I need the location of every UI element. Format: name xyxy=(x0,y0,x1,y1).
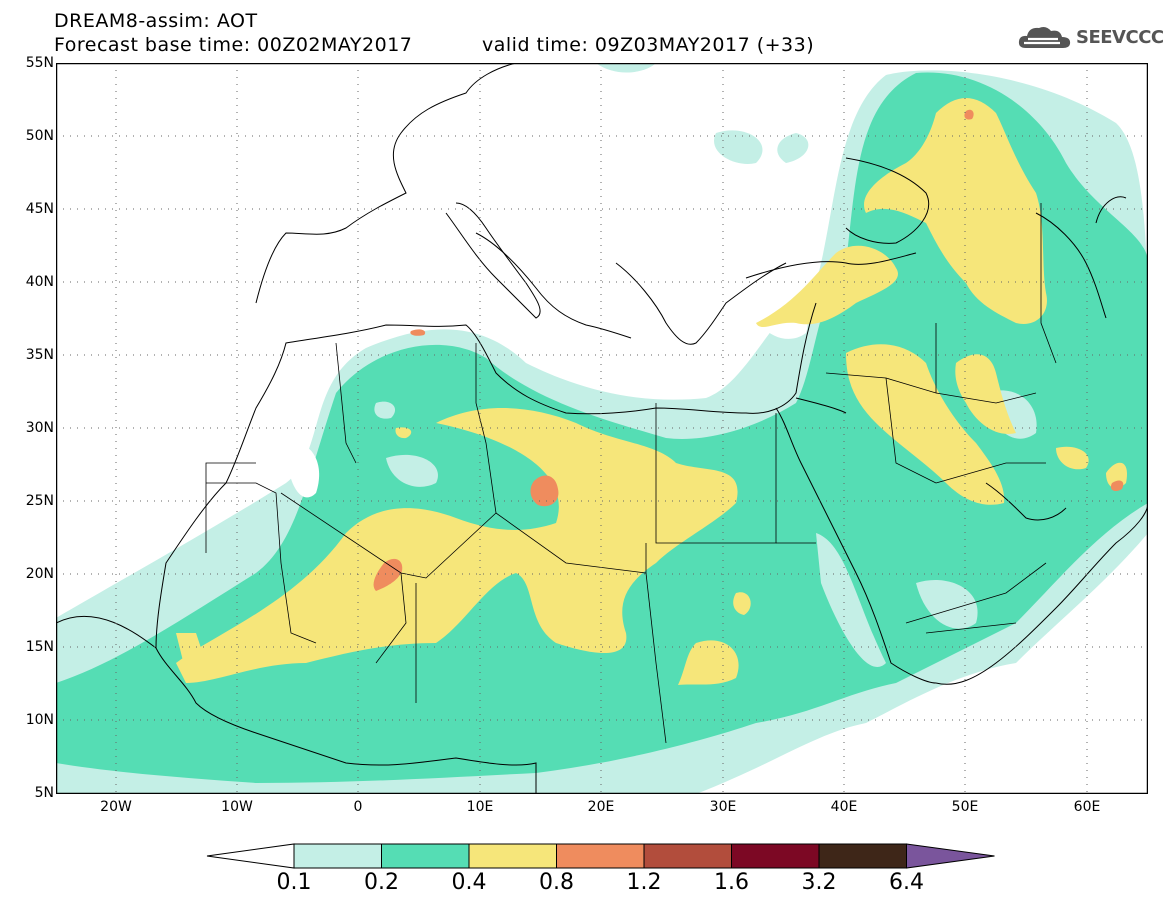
logo-text: SEEVCCC xyxy=(1076,26,1164,48)
colorbar-label: 1.6 xyxy=(714,870,749,895)
lon-label-50e: 50E xyxy=(951,799,979,815)
lon-label-60e: 60E xyxy=(1073,799,1101,815)
lon-label-10w: 10W xyxy=(221,799,253,815)
lat-label-40n: 40N xyxy=(25,274,54,290)
colorbar-label: 1.2 xyxy=(626,870,662,895)
lon-label-30e: 30E xyxy=(709,799,737,815)
colorbar-cell xyxy=(731,843,820,869)
colorbar-cell xyxy=(818,843,907,869)
lat-label-15n: 15N xyxy=(25,639,54,655)
coastlines xyxy=(56,63,1148,794)
lat-label-25n: 25N xyxy=(25,493,54,509)
country-borders xyxy=(205,203,1057,744)
lon-label-20e: 20E xyxy=(587,799,615,815)
aot-level-0.8 xyxy=(373,109,1124,591)
colorbar-cell xyxy=(293,843,382,869)
colorbar-cell xyxy=(643,843,732,869)
colorbar-cell xyxy=(468,843,557,869)
lon-label-20w: 20W xyxy=(100,799,132,815)
colorbar xyxy=(206,843,995,869)
aot-level-0.4 xyxy=(176,98,1127,685)
lat-label-35n: 35N xyxy=(25,347,54,363)
valid-time: valid time: 09Z03MAY2017 (+33) xyxy=(482,34,815,56)
colorbar-label: 6.4 xyxy=(889,870,924,895)
colorbar-label: 0.8 xyxy=(539,870,574,895)
colorbar-label: 0.1 xyxy=(276,870,312,895)
lat-label-45n: 45N xyxy=(25,201,54,217)
seevccc-logo: SEEVCCC xyxy=(1018,24,1164,50)
colorbar-over-arrow xyxy=(906,843,995,869)
lat-label-5n: 5N xyxy=(34,785,54,801)
lon-label-0: 0 xyxy=(353,799,363,815)
lat-label-50n: 50N xyxy=(25,128,54,144)
cloud-icon xyxy=(1018,27,1071,48)
lat-label-55n: 55N xyxy=(25,55,54,71)
lat-label-20n: 20N xyxy=(25,566,54,582)
colorbar-label: 3.2 xyxy=(801,870,837,895)
map-gridlines xyxy=(56,63,1148,794)
colorbar-label: 0.2 xyxy=(364,870,399,895)
colorbar-under-arrow xyxy=(206,843,295,869)
map-title: DREAM8-assim: AOT xyxy=(54,10,258,32)
lon-label-10e: 10E xyxy=(466,799,494,815)
lon-label-40e: 40E xyxy=(830,799,858,815)
colorbar-label: 0.4 xyxy=(451,870,487,895)
map-border xyxy=(56,63,1148,794)
colorbar-cell xyxy=(556,843,645,869)
lat-label-30n: 30N xyxy=(25,420,54,436)
colorbar-cell xyxy=(381,843,470,869)
forecast-base-time: Forecast base time: 00Z02MAY2017 xyxy=(54,34,413,56)
lat-label-10n: 10N xyxy=(25,712,54,728)
aot-map xyxy=(56,63,1148,794)
